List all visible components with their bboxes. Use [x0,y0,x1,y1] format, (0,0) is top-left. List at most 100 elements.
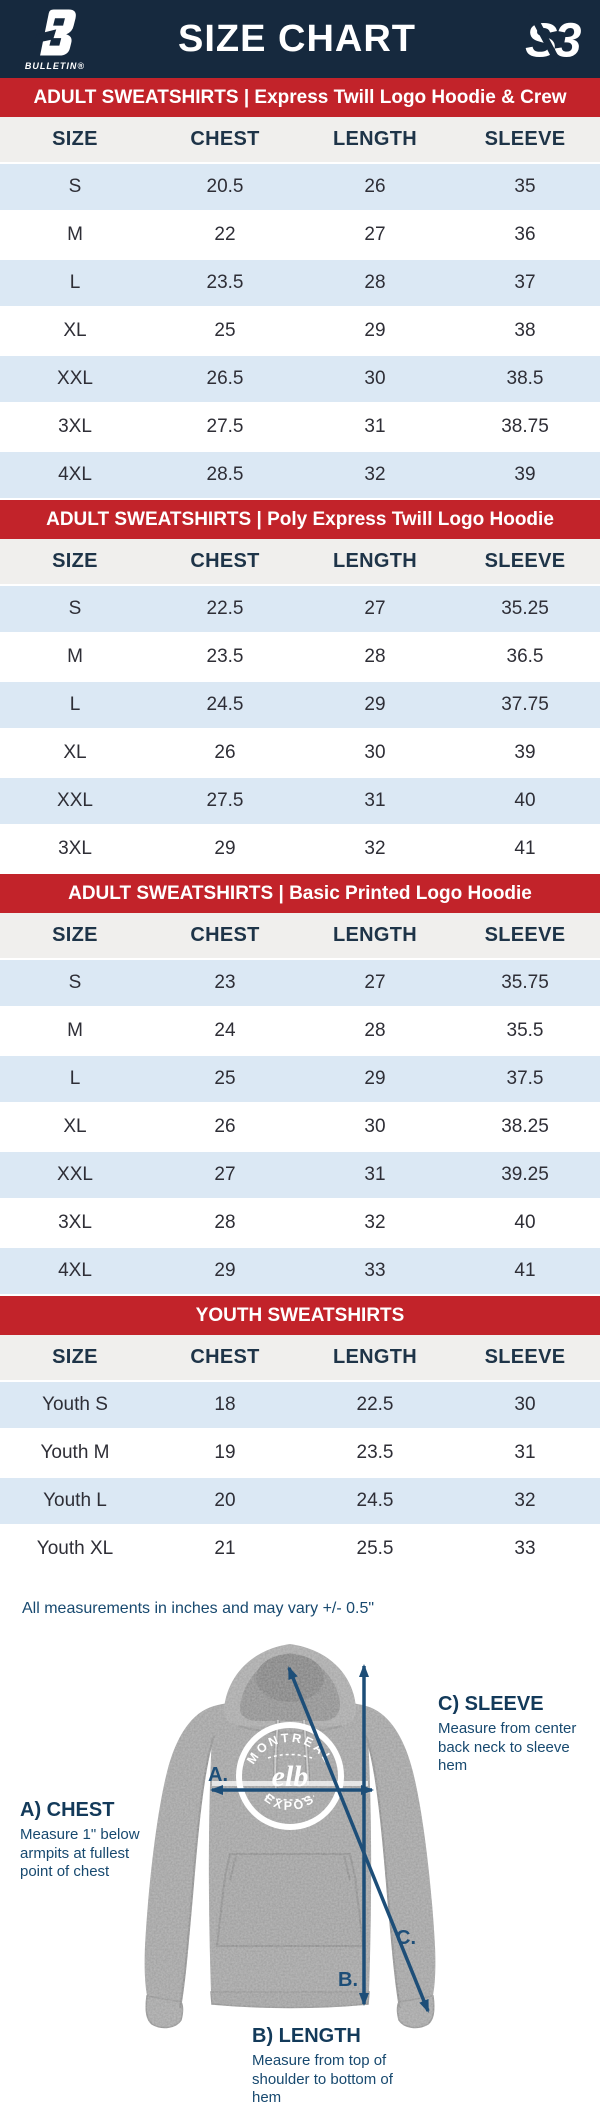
table-row: S 22.5 27 35.25 [0,586,600,634]
column-header-size: SIZE [52,1346,98,1368]
column-header-length: LENGTH [332,550,418,572]
bulletin-logo: BULLETIN® [12,7,98,71]
size-cell: XXL [57,790,93,811]
bulletin-b-icon [35,9,76,56]
value-cell: 32 [364,1212,386,1233]
value-cell: 24.5 [206,694,244,715]
value-cell: 24.5 [356,1490,394,1511]
size-cell: XL [63,1116,87,1137]
value-cell: 32 [364,464,386,485]
size-cell: M [67,1020,83,1041]
value-cell: 21 [214,1538,236,1559]
section-banner: YOUTH SWEATSHIRTS [0,1296,600,1335]
value-cell: 29 [364,320,386,341]
size-cell: S [68,972,82,993]
table-row: L 23.5 28 37 [0,260,600,308]
section-basic-printed: ADULT SWEATSHIRTS | Basic Printed Logo H… [0,874,600,1296]
size-cell: XXL [57,1164,93,1185]
column-header-chest: CHEST [190,550,260,572]
value-cell: 30 [364,742,386,763]
sb-monogram-icon: S3 [525,11,584,67]
value-cell: 31 [364,416,386,437]
value-cell: 33 [364,1260,386,1281]
table-row: Youth XL 21 25.5 33 [0,1526,600,1574]
column-header-chest: CHEST [190,1346,260,1368]
value-cell: 33 [514,1538,536,1559]
table-row: 4XL 29 33 41 [0,1248,600,1296]
length-note: B) LENGTH Measure from top of shoulder t… [252,2024,394,2107]
column-header-sleeve: SLEEVE [484,1346,566,1368]
size-cell: 3XL [58,838,92,859]
value-cell: 32 [514,1490,536,1511]
size-cell: 4XL [58,464,92,485]
table-row: XXL 27 31 39.25 [0,1152,600,1200]
value-cell: 26 [214,1116,236,1137]
size-cell: 4XL [58,1260,92,1281]
table-row: M 23.5 28 36.5 [0,634,600,682]
table-body: S 23 27 35.75 M 24 28 35.5 L 25 29 37.5 XL 26 30 38.25 X… [0,960,600,1296]
value-cell: 23 [214,972,236,993]
size-cell: Youth S [42,1394,108,1415]
value-cell: 40 [514,790,536,811]
column-header-sleeve: SLEEVE [484,924,566,946]
chest-note-title: A) CHEST [20,1799,115,1821]
table-row: M 24 28 35.5 [0,1008,600,1056]
table-row: 3XL 28 32 40 [0,1200,600,1248]
value-cell: 23.5 [206,272,244,293]
column-header-size: SIZE [52,550,98,572]
size-cell: XL [63,320,87,341]
value-cell: 28 [364,646,386,667]
value-cell: 39.25 [501,1164,549,1185]
table-row: XL 26 30 38.25 [0,1104,600,1152]
value-cell: 30 [364,368,386,389]
size-cell: XXL [57,368,93,389]
value-cell: 30 [364,1116,386,1137]
table-header-row: SIZE CHEST LENGTH SLEEVE [0,117,600,164]
table-header-row: SIZE CHEST LENGTH SLEEVE [0,913,600,960]
value-cell: 39 [514,464,536,485]
size-cell: 3XL [58,416,92,437]
value-cell: 28.5 [206,464,244,485]
value-cell: 29 [214,1260,236,1281]
value-cell: 22.5 [356,1394,394,1415]
value-cell: 27 [364,224,386,245]
size-cell: S [68,176,82,197]
size-cell: Youth M [40,1442,110,1463]
value-cell: 38.75 [501,416,549,437]
value-cell: 26 [214,742,236,763]
sleeve-note-title: C) SLEEVE [438,1693,544,1715]
value-cell: 36 [514,224,536,245]
value-cell: 37.75 [501,694,549,715]
value-cell: 38.25 [501,1116,549,1137]
column-header-length: LENGTH [332,1346,418,1368]
table-row: 3XL 29 32 41 [0,826,600,874]
value-cell: 27 [214,1164,236,1185]
svg-text:elb: elb [272,1760,309,1793]
column-header-size: SIZE [52,128,98,150]
value-cell: 41 [514,1260,536,1281]
table-row: Youth S 18 22.5 30 [0,1382,600,1430]
size-cell: S [68,598,82,619]
value-cell: 25.5 [356,1538,394,1559]
value-cell: 20 [214,1490,236,1511]
table-row: Youth L 20 24.5 32 [0,1478,600,1526]
measurement-diagram: MONTREAL EXPOS elb A. B. C. [0,1640,600,2110]
value-cell: 32 [364,838,386,859]
value-cell: 29 [214,838,236,859]
size-cell: L [69,694,81,715]
section-express-twill: ADULT SWEATSHIRTS | Express Twill Logo H… [0,78,600,500]
section-banner: ADULT SWEATSHIRTS | Poly Express Twill L… [0,500,600,539]
table-row: Youth M 19 23.5 31 [0,1430,600,1478]
chest-note: A) CHEST Measure 1" below armpits at ful… [20,1798,144,1881]
size-cell: L [69,1068,81,1089]
size-cell: Youth XL [36,1538,114,1559]
table-header-row: SIZE CHEST LENGTH SLEEVE [0,1335,600,1382]
table-header-row: SIZE CHEST LENGTH SLEEVE [0,539,600,586]
section-banner: ADULT SWEATSHIRTS | Basic Printed Logo H… [0,874,600,913]
value-cell: 28 [364,272,386,293]
column-header-chest: CHEST [190,924,260,946]
table-body: S 22.5 27 35.25 M 23.5 28 36.5 L 24.5 29 37.75 XL 26 3… [0,586,600,874]
table-row: 4XL 28.5 32 39 [0,452,600,500]
value-cell: 38.5 [506,368,544,389]
